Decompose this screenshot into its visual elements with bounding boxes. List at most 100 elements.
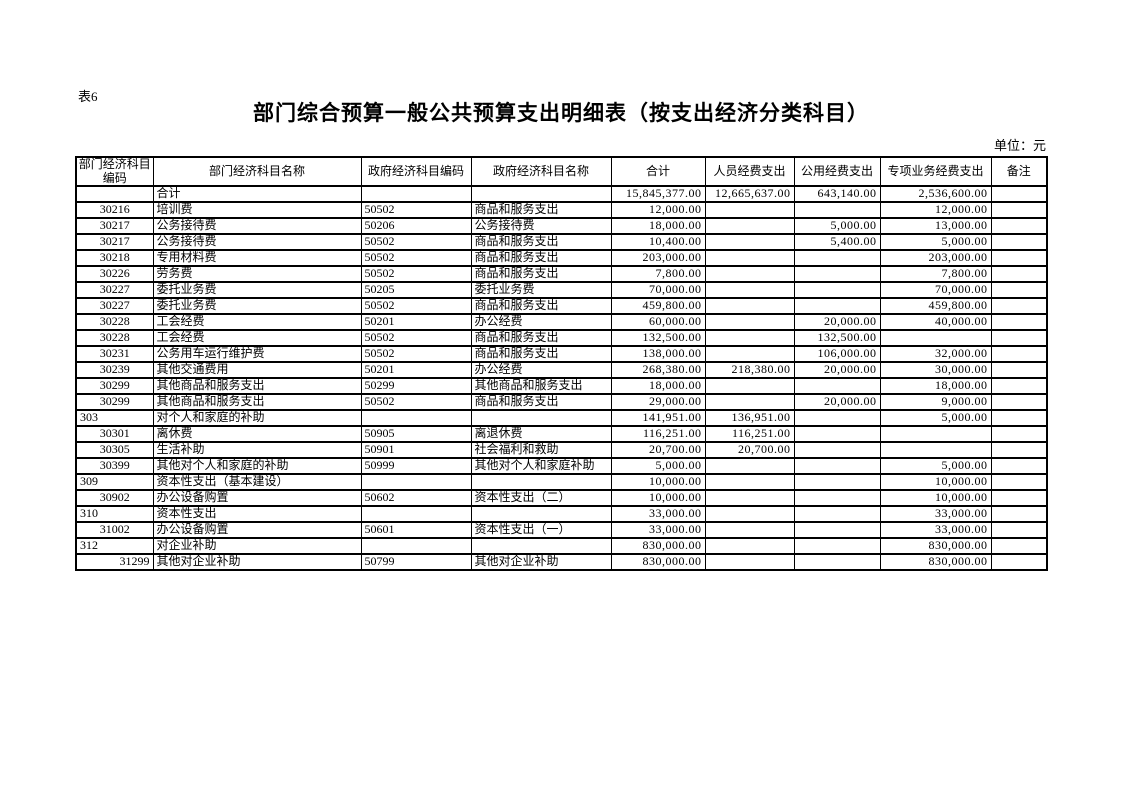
table-row: 30239 其他交通费用 50201 办公经费 268,380.00 218,380.00… — [75, 361, 1048, 379]
col-header-dept-name: 部门经济科目名称 — [152, 156, 362, 187]
cell-gov-name: 商品和服务支出 — [470, 233, 612, 251]
cell-total: 459,800.00 — [610, 297, 706, 315]
cell-total: 5,000.00 — [610, 457, 706, 475]
cell-special: 10,000.00 — [879, 489, 992, 507]
cell-total: 18,000.00 — [610, 217, 706, 235]
table-row: 30216 培训费 50502 商品和服务支出 12,000.00 12,000.00 — [75, 201, 1048, 219]
table-row: 312 对企业补助 830,000.00 830,000.00 — [75, 537, 1048, 555]
cell-total: 29,000.00 — [610, 393, 706, 411]
cell-total: 268,380.00 — [610, 361, 706, 379]
cell-remark — [990, 537, 1048, 555]
cell-remark — [990, 233, 1048, 251]
cell-public-funds — [793, 425, 881, 443]
table-row: 30902 办公设备购置 50602 资本性支出（二） 10,000.00 10,000.… — [75, 489, 1048, 507]
cell-code: 30228 — [75, 329, 154, 347]
cell-name: 资本性支出 — [152, 505, 362, 523]
cell-code: 30217 — [75, 233, 154, 251]
cell-name: 离休费 — [152, 425, 362, 443]
cell-code: 31002 — [75, 521, 154, 539]
cell-total: 15,845,377.00 — [610, 185, 706, 203]
cell-personnel: 136,951.00 — [704, 409, 795, 427]
cell-gov-name: 商品和服务支出 — [470, 297, 612, 315]
cell-personnel — [704, 345, 795, 363]
cell-total: 141,951.00 — [610, 409, 706, 427]
cell-public-funds: 106,000.00 — [793, 345, 881, 363]
cell-special: 30,000.00 — [879, 361, 992, 379]
cell-remark — [990, 409, 1048, 427]
cell-special: 830,000.00 — [879, 537, 992, 555]
cell-gov-name: 委托业务费 — [470, 281, 612, 299]
cell-gov-code — [360, 505, 472, 523]
cell-special: 203,000.00 — [879, 249, 992, 267]
cell-name: 委托业务费 — [152, 297, 362, 315]
cell-gov-code: 50502 — [360, 329, 472, 347]
cell-special: 13,000.00 — [879, 217, 992, 235]
cell-gov-name — [470, 185, 612, 203]
cell-remark — [990, 185, 1048, 203]
cell-public-funds — [793, 441, 881, 459]
cell-gov-name: 离退休费 — [470, 425, 612, 443]
cell-code: 30226 — [75, 265, 154, 283]
cell-public-funds — [793, 249, 881, 267]
cell-public-funds: 20,000.00 — [793, 361, 881, 379]
cell-gov-name: 其他对企业补助 — [470, 553, 612, 571]
cell-gov-name: 公务接待费 — [470, 217, 612, 235]
table-row: 30226 劳务费 50502 商品和服务支出 7,800.00 7,800.00 — [75, 265, 1048, 283]
cell-gov-code: 50601 — [360, 521, 472, 539]
cell-gov-name: 商品和服务支出 — [470, 393, 612, 411]
cell-code: 303 — [75, 409, 154, 427]
cell-personnel — [704, 249, 795, 267]
table-row: 30299 其他商品和服务支出 50502 商品和服务支出 29,000.00 20,00… — [75, 393, 1048, 411]
cell-gov-code: 50602 — [360, 489, 472, 507]
cell-total: 7,800.00 — [610, 265, 706, 283]
cell-total: 132,500.00 — [610, 329, 706, 347]
cell-public-funds: 643,140.00 — [793, 185, 881, 203]
table-row: 30227 委托业务费 50205 委托业务费 70,000.00 70,000.00 — [75, 281, 1048, 299]
cell-personnel — [704, 457, 795, 475]
cell-gov-name — [470, 409, 612, 427]
cell-total: 20,700.00 — [610, 441, 706, 459]
cell-name: 其他商品和服务支出 — [152, 393, 362, 411]
cell-personnel: 116,251.00 — [704, 425, 795, 443]
page-title: 部门综合预算一般公共预算支出明细表（按支出经济分类科目） — [253, 101, 869, 125]
cell-gov-name: 其他商品和服务支出 — [470, 377, 612, 395]
cell-name: 工会经费 — [152, 329, 362, 347]
table-row: 合计 15,845,377.00 12,665,637.00 643,140.00 2,… — [75, 185, 1048, 203]
cell-gov-name: 商品和服务支出 — [470, 249, 612, 267]
cell-name: 办公设备购置 — [152, 489, 362, 507]
cell-personnel — [704, 521, 795, 539]
cell-code: 30231 — [75, 345, 154, 363]
cell-gov-code: 50502 — [360, 345, 472, 363]
cell-public-funds — [793, 505, 881, 523]
cell-personnel — [704, 265, 795, 283]
table-row: 30231 公务用车运行维护费 50502 商品和服务支出 138,000.00 106,… — [75, 345, 1048, 363]
cell-gov-code: 50999 — [360, 457, 472, 475]
cell-special — [879, 441, 992, 459]
cell-name: 公务接待费 — [152, 233, 362, 251]
col-header-remark: 备注 — [990, 156, 1048, 187]
cell-public-funds — [793, 457, 881, 475]
cell-code: 312 — [75, 537, 154, 555]
cell-gov-name: 其他对个人和家庭补助 — [470, 457, 612, 475]
cell-code: 30902 — [75, 489, 154, 507]
cell-public-funds — [793, 377, 881, 395]
cell-remark — [990, 553, 1048, 571]
cell-total: 12,000.00 — [610, 201, 706, 219]
table-row: 303 对个人和家庭的补助 141,951.00 136,951.00 5,000.00 — [75, 409, 1048, 427]
cell-remark — [990, 217, 1048, 235]
cell-gov-name — [470, 473, 612, 491]
cell-code: 30399 — [75, 457, 154, 475]
cell-public-funds — [793, 537, 881, 555]
cell-public-funds — [793, 553, 881, 571]
cell-gov-name: 商品和服务支出 — [470, 265, 612, 283]
cell-personnel — [704, 489, 795, 507]
cell-personnel — [704, 313, 795, 331]
cell-total: 830,000.00 — [610, 537, 706, 555]
cell-remark — [990, 329, 1048, 347]
cell-gov-code: 50502 — [360, 201, 472, 219]
cell-gov-code: 50502 — [360, 393, 472, 411]
cell-remark — [990, 441, 1048, 459]
cell-total: 10,400.00 — [610, 233, 706, 251]
cell-remark — [990, 473, 1048, 491]
table-row: 31002 办公设备购置 50601 资本性支出（一） 33,000.00 33,000.… — [75, 521, 1048, 539]
